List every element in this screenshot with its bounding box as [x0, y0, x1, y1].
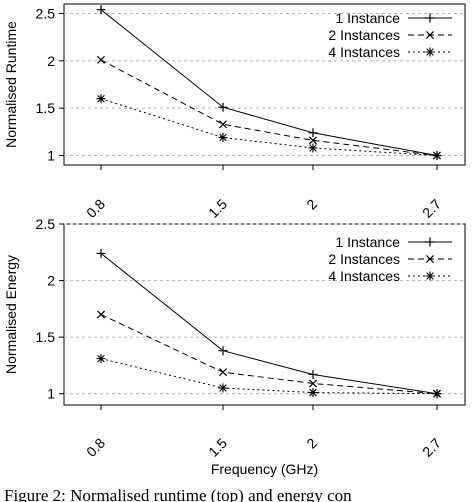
data-point	[218, 383, 228, 393]
x-tick-label: 2.7	[419, 196, 444, 221]
y-tick-label: 2.5	[36, 5, 56, 21]
data-point	[96, 354, 106, 364]
x-tick-label: 0.8	[83, 196, 108, 221]
data-point	[308, 143, 318, 153]
legend-marker	[425, 30, 435, 40]
data-point	[432, 389, 442, 399]
data-point	[218, 102, 228, 112]
x-tick-label: 2	[303, 435, 320, 452]
series-line	[100, 59, 438, 157]
y-tick-label: 1	[47, 148, 55, 164]
plot-frame	[63, 223, 466, 406]
x-tick-label: 2	[303, 196, 320, 213]
y-tick-label: 2	[47, 53, 55, 69]
data-point	[96, 310, 106, 319]
y-tick-label: 2.5	[36, 216, 56, 232]
series-2	[96, 310, 442, 398]
series-line	[100, 314, 438, 395]
legend-label: 2 Instances	[328, 27, 400, 43]
data-point	[96, 94, 106, 104]
x-axis-label: Frequency (GHz)	[211, 461, 318, 477]
data-point	[308, 369, 318, 379]
legend-marker	[425, 47, 435, 57]
y-axis-label: Normalised Runtime	[3, 21, 19, 148]
legend-label: 1 Instance	[335, 234, 400, 250]
legend-label: 4 Instances	[328, 268, 400, 284]
y-tick-label: 1	[47, 386, 55, 402]
y-tick-label: 1.5	[36, 100, 56, 116]
legend-label: 1 Instance	[335, 10, 400, 26]
series-3	[96, 94, 442, 161]
data-point	[96, 5, 106, 15]
y-axis-label: Normalised Energy	[3, 255, 19, 374]
series-line	[100, 358, 438, 395]
x-tick-label: 2.7	[419, 435, 444, 460]
series-line	[100, 253, 438, 395]
x-tick-label: 0.8	[83, 435, 108, 460]
data-point	[308, 136, 318, 145]
legend-label: 2 Instances	[328, 251, 400, 267]
data-point	[96, 55, 106, 64]
data-point	[308, 379, 318, 388]
legend-marker	[425, 13, 435, 23]
data-point	[218, 346, 228, 356]
x-tick-label: 1.5	[205, 435, 230, 460]
x-tick-label: 1.5	[205, 196, 230, 221]
legend-label: 4 Instances	[328, 44, 400, 60]
energy-chart: 1 1.5 2 2.5 0.8 1.5 2 2.7 Normalised Energy Frequ…	[3, 216, 466, 477]
legend-marker	[425, 237, 435, 247]
data-point	[218, 120, 228, 129]
data-point	[308, 388, 318, 398]
y-tick-label: 1.5	[36, 329, 56, 345]
data-point	[218, 368, 228, 377]
y-tick-label: 2	[47, 273, 55, 289]
legend-marker	[425, 254, 435, 264]
data-point	[308, 128, 318, 138]
data-point	[218, 133, 228, 143]
figure-caption: Figure 2: Normalised runtime (top) and e…	[4, 486, 352, 502]
data-point	[432, 151, 442, 161]
runtime-chart: 1 1.5 2 2.5 0.8 1.5 2 2.7 Normalised Runtime 1 In…	[3, 3, 466, 221]
data-point	[96, 248, 106, 258]
series-line	[100, 9, 438, 157]
legend-marker	[425, 271, 435, 281]
series-line	[100, 98, 438, 157]
series-3	[96, 354, 442, 399]
plot-frame	[63, 3, 466, 166]
